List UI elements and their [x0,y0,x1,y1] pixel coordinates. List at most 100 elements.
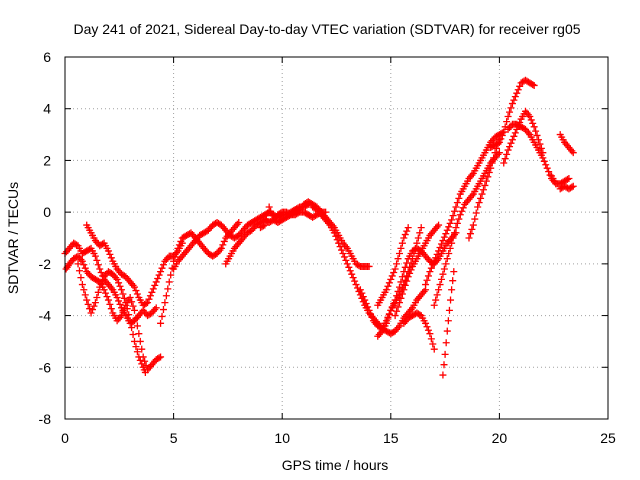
data-point [159,261,167,269]
data-point [498,131,506,139]
y-tick-label: -2 [39,256,52,272]
data-point [446,244,454,252]
data-point [444,317,452,325]
y-tick-label: 0 [43,204,51,220]
data-point [136,356,144,364]
data-point [501,155,509,163]
data-point [452,203,460,211]
data-point [102,289,110,297]
grid-lines [65,57,608,419]
data-point [97,268,105,276]
data-point [131,306,139,314]
series-arc-11 [374,224,412,309]
data-point [167,271,175,279]
data-point [569,149,577,157]
data-point [356,286,364,294]
data-point [455,215,463,223]
data-point [482,177,490,185]
data-point [91,299,99,307]
data-point [532,127,540,135]
data-point [485,168,493,176]
data-point [83,296,91,304]
data-point [422,319,430,327]
data-point [107,305,115,313]
data-point [391,312,399,320]
data-point [135,353,143,361]
data-point [78,257,86,265]
data-point [530,123,538,131]
data-point [129,331,137,339]
y-tick-label: -8 [39,411,52,427]
data-point [217,244,225,252]
data-point [74,260,82,268]
data-point [497,135,505,143]
data-point [104,296,112,304]
data-point [400,286,408,294]
data-point [516,82,524,90]
data-point [443,255,451,263]
data-point [406,269,414,277]
data-point [426,268,434,276]
data-point [100,286,108,294]
data-point [451,229,459,237]
data-point [449,277,457,285]
data-point [152,304,160,312]
data-point [436,243,444,251]
data-point [385,311,393,319]
data-point [131,337,139,345]
data-point [488,159,496,167]
data-point [443,226,451,234]
data-point [348,270,356,278]
y-tick-label: -6 [39,359,52,375]
data-point [391,296,399,304]
data-point [481,181,489,189]
data-point [384,282,392,290]
data-point [120,294,128,302]
data-point [439,237,447,245]
data-point [430,257,438,265]
data-point [436,281,444,289]
data-point [430,345,438,353]
data-point [398,273,406,281]
data-point [362,300,370,308]
data-point [563,175,571,183]
data-point [484,173,492,181]
data-point [342,256,350,264]
data-point [129,302,137,310]
data-point [91,252,99,260]
series-arc-18 [465,136,503,242]
data-point [77,274,85,282]
data-point [155,354,163,362]
data-point [116,282,124,290]
data-point [458,207,466,215]
data-point [441,350,449,358]
x-tick-label: 15 [383,430,399,446]
data-point [162,292,170,300]
data-point [138,345,146,353]
data-point [390,268,398,276]
data-point [133,322,141,330]
data-point [539,154,547,162]
data-point [75,267,83,275]
data-point [174,244,182,252]
data-point [511,129,519,137]
data-point [336,243,344,251]
data-point [472,209,480,217]
data-point [107,254,115,262]
data-point [439,371,447,379]
series-arc-20 [500,107,547,167]
x-tick-label: 20 [492,430,508,446]
data-point [407,266,415,274]
data-point [465,234,473,242]
data-point [468,225,476,233]
data-point [141,368,149,376]
data-point [432,296,440,304]
data-point [351,277,359,285]
data-point [506,108,514,116]
data-point [385,279,393,287]
data-point [132,287,140,295]
data-point [401,281,409,289]
x-tick-label: 10 [274,430,290,446]
data-point [453,219,461,227]
x-tick-label: 25 [600,430,616,446]
